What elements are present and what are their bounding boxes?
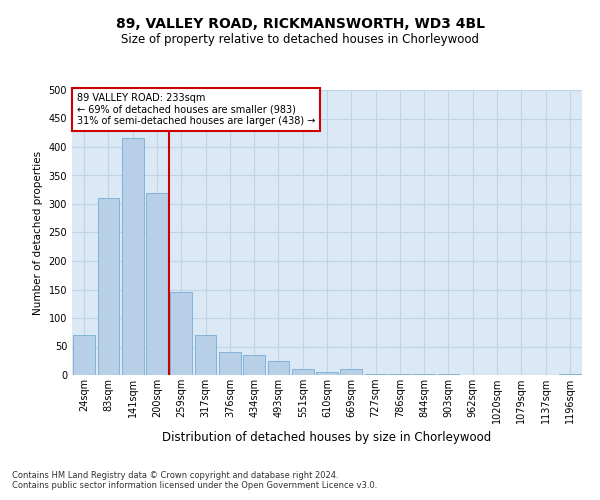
X-axis label: Distribution of detached houses by size in Chorleywood: Distribution of detached houses by size …: [163, 432, 491, 444]
Bar: [97, 198, 119, 375]
Text: Contains public sector information licensed under the Open Government Licence v3: Contains public sector information licen…: [12, 480, 377, 490]
Bar: [559, 374, 581, 375]
Text: 89 VALLEY ROAD: 233sqm
← 69% of detached houses are smaller (983)
31% of semi-de: 89 VALLEY ROAD: 233sqm ← 69% of detached…: [77, 93, 316, 126]
Bar: [437, 374, 460, 375]
Bar: [413, 374, 435, 375]
Bar: [146, 192, 168, 375]
Bar: [73, 335, 95, 375]
Bar: [316, 372, 338, 375]
Bar: [340, 370, 362, 375]
Bar: [389, 374, 411, 375]
Bar: [170, 292, 192, 375]
Text: 89, VALLEY ROAD, RICKMANSWORTH, WD3 4BL: 89, VALLEY ROAD, RICKMANSWORTH, WD3 4BL: [115, 18, 485, 32]
Bar: [194, 335, 217, 375]
Bar: [243, 355, 265, 375]
Text: Size of property relative to detached houses in Chorleywood: Size of property relative to detached ho…: [121, 32, 479, 46]
Text: Contains HM Land Registry data © Crown copyright and database right 2024.: Contains HM Land Registry data © Crown c…: [12, 470, 338, 480]
Bar: [292, 370, 314, 375]
Bar: [268, 361, 289, 375]
Bar: [219, 352, 241, 375]
Bar: [122, 138, 143, 375]
Bar: [365, 374, 386, 375]
Y-axis label: Number of detached properties: Number of detached properties: [33, 150, 43, 314]
